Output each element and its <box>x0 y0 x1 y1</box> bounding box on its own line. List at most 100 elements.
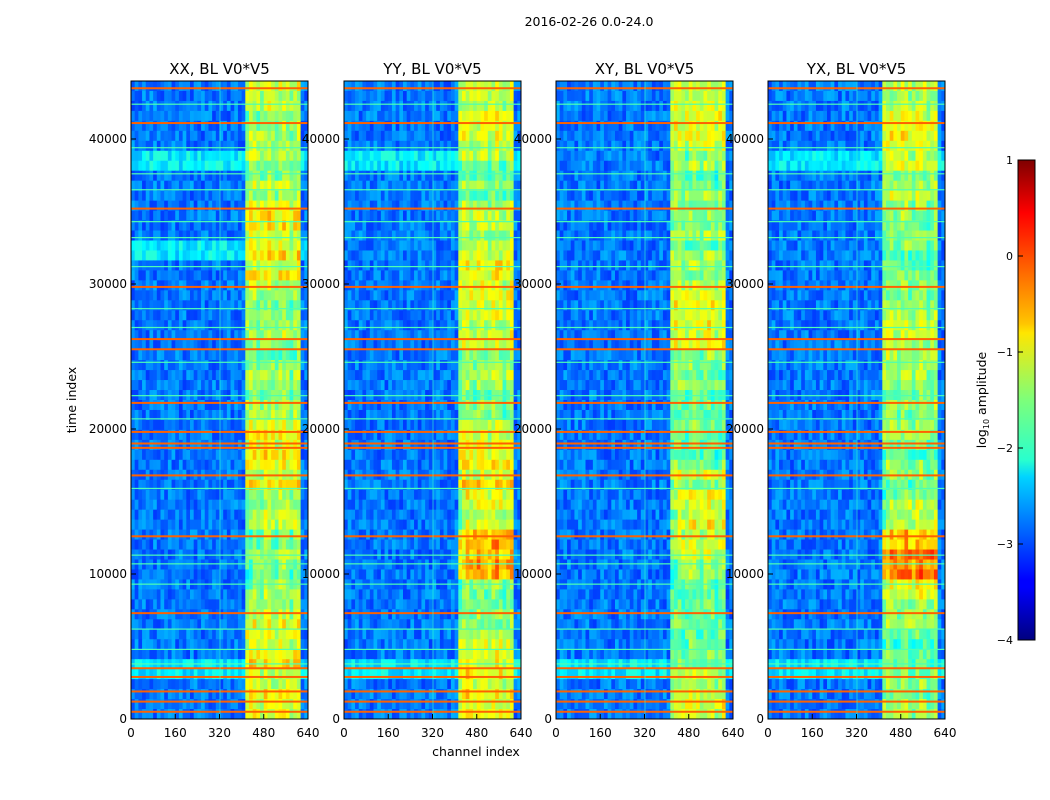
heatmap-cell <box>175 509 180 521</box>
heatmap-cell <box>395 350 400 361</box>
heatmap-cell <box>484 220 489 232</box>
heatmap-cell <box>469 160 474 172</box>
heatmap-cell <box>362 429 367 441</box>
heatmap-cell <box>230 270 235 281</box>
heatmap-cell <box>476 240 482 252</box>
heatmap-cell <box>495 360 500 371</box>
heatmap-cell <box>263 479 269 491</box>
heatmap-cell <box>204 709 210 719</box>
heatmap-cell <box>369 100 375 112</box>
heatmap-cell <box>377 449 382 461</box>
heatmap-cell <box>447 180 452 192</box>
heatmap-cell <box>355 150 360 162</box>
heatmap-cell <box>282 310 287 321</box>
heatmap-cell <box>473 200 478 212</box>
heatmap-cell <box>245 180 250 192</box>
heatmap-cell <box>201 330 206 341</box>
heatmap-cell <box>384 170 389 182</box>
heatmap-cell <box>347 290 352 301</box>
heatmap-cell <box>410 100 415 112</box>
heatmap-cell <box>171 419 176 431</box>
heatmap-cell <box>300 569 305 581</box>
heatmap-cell <box>167 140 173 152</box>
heatmap-cell <box>138 509 143 521</box>
heatmap-cell <box>274 290 280 301</box>
heatmap-cell <box>447 360 452 371</box>
heatmap-cell <box>517 310 521 321</box>
heatmap-cell <box>131 350 136 361</box>
heatmap-cell <box>230 300 235 311</box>
heatmap-cell <box>260 380 265 391</box>
heatmap-cell <box>230 170 235 182</box>
heatmap-cell <box>208 340 213 351</box>
heatmap-cell <box>138 370 143 381</box>
heatmap-cell <box>458 459 463 471</box>
heatmap-cell <box>256 409 261 421</box>
heatmap-cell <box>241 599 246 610</box>
heatmap-cell <box>410 320 415 331</box>
heatmap-cell <box>267 589 272 600</box>
heatmap-cell <box>436 419 441 431</box>
heatmap-cell <box>260 689 265 700</box>
heatmap-cell <box>256 499 261 511</box>
heatmap-cell <box>145 250 151 262</box>
heatmap-cell <box>285 559 291 571</box>
heatmap-cell <box>223 130 228 142</box>
heatmap-cell <box>425 220 430 232</box>
heatmap-cell <box>458 310 463 321</box>
heatmap-cell <box>245 170 250 182</box>
heatmap-cell <box>304 539 308 551</box>
heatmap-cell <box>175 360 180 371</box>
heatmap-cell <box>197 519 202 531</box>
panel-title: XX, BL V0*V5 <box>169 60 270 78</box>
heatmap-cell <box>358 210 364 222</box>
heatmap-cell <box>495 400 500 411</box>
heatmap-cell <box>391 350 397 361</box>
heatmap-cell <box>219 689 224 700</box>
heatmap-cell <box>399 300 404 311</box>
heatmap-cell <box>399 130 404 142</box>
heatmap-cell <box>190 489 195 501</box>
heatmap-cell <box>366 110 371 122</box>
heatmap-cell <box>230 409 235 421</box>
heatmap-cell <box>131 320 136 331</box>
heatmap-cell <box>513 290 518 301</box>
heatmap-cell <box>237 429 243 441</box>
heatmap-cell <box>369 150 375 162</box>
heatmap-cell <box>285 290 291 301</box>
heatmap-cell <box>230 81 235 92</box>
heatmap-cell <box>384 380 389 391</box>
heatmap-cell <box>282 699 287 710</box>
heatmap-cell <box>458 230 463 242</box>
heatmap-cell <box>414 330 419 341</box>
heatmap-cell <box>399 380 404 391</box>
heatmap-cell <box>399 81 404 92</box>
heatmap-cell <box>167 409 173 421</box>
heatmap-cell <box>428 90 434 102</box>
heatmap-cell <box>274 100 280 112</box>
heatmap-cell <box>391 220 397 232</box>
heatmap-cell <box>443 310 448 321</box>
heatmap-cell <box>517 280 521 291</box>
heatmap-cell <box>226 100 232 112</box>
heatmap-cell <box>296 110 302 122</box>
heatmap-cell <box>480 370 485 381</box>
heatmap-cell <box>138 559 143 571</box>
heatmap-cell <box>249 130 254 142</box>
heatmap-cell <box>145 370 151 381</box>
heatmap-cell <box>509 210 515 222</box>
heatmap-cell <box>278 220 283 232</box>
heatmap-cell <box>260 519 265 531</box>
heatmap-cell <box>193 230 198 242</box>
heatmap-cell <box>498 180 504 192</box>
heatmap-cell <box>252 330 257 341</box>
heatmap-cell <box>506 81 511 92</box>
heatmap-cell <box>454 200 459 212</box>
heatmap-cell <box>208 320 213 331</box>
heatmap-cell <box>506 120 511 132</box>
heatmap-cell <box>351 190 356 202</box>
heatmap-cell <box>142 629 147 640</box>
heatmap-cell <box>267 340 272 351</box>
heatmap-cell <box>498 419 504 431</box>
heatmap-cell <box>462 439 467 451</box>
